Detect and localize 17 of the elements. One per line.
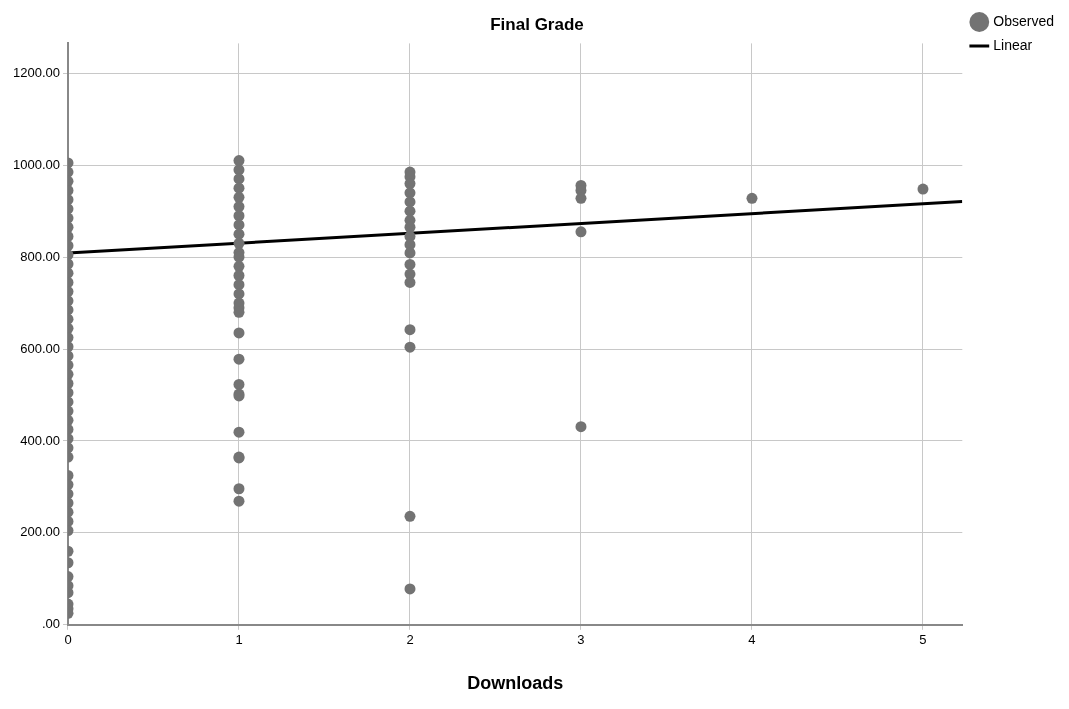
x-tick-label: 1	[235, 632, 243, 648]
x-tick-label: 2	[406, 632, 414, 648]
legend-label: Observed	[993, 12, 1055, 29]
y-tick-label: 800.00	[20, 248, 60, 264]
y-tick-label: 400.00	[20, 432, 60, 448]
x-tick-label: 0	[64, 632, 72, 648]
y-tick-label: 200.00	[20, 524, 60, 540]
y-tick-label: .00	[41, 616, 60, 632]
y-tick-label: 1200.00	[12, 64, 60, 80]
y-tick-label: 1000.00	[12, 156, 60, 172]
y-tick-label: 600.00	[20, 340, 60, 356]
x-tick-label: 4	[748, 632, 756, 648]
chart-title: Final Grade	[490, 14, 584, 34]
x-axis-title: Downloads	[467, 673, 564, 694]
x-tick-label: 3	[577, 632, 585, 648]
x-tick-label: 5	[919, 632, 927, 648]
legend-label: Linear	[993, 36, 1033, 53]
